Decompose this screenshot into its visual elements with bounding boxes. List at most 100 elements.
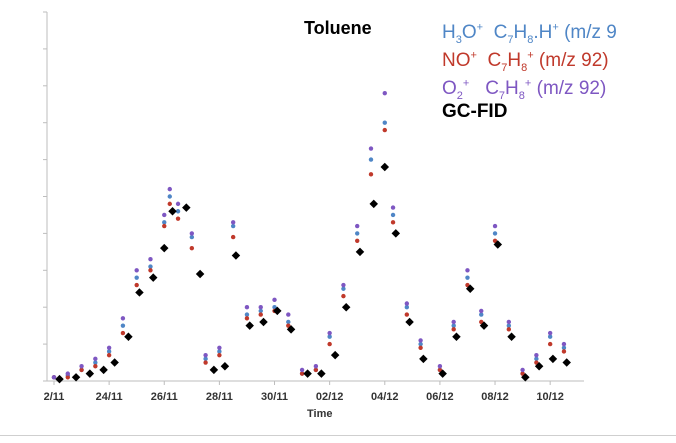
series-3-point-27 [405,317,414,327]
series-3-point-2 [85,369,95,378]
series-1-point-32 [479,319,484,325]
series-2-point-12 [203,352,208,358]
series-1-point-3 [93,364,98,369]
series-3-point-3 [99,365,108,375]
series-3-point-5 [124,332,133,341]
series-1-point-9 [167,201,172,207]
series-2-point-9 [167,186,172,192]
x-tick-label-1: 24/11 [96,391,123,403]
series-0-point-23 [355,231,360,236]
legend-entry-no: NO+ C7H8+ (m/z 92) [442,42,676,74]
series-3-point-10 [182,203,191,212]
series-3-point-29 [438,369,447,378]
x-tick-label-0: 2/11 [44,391,65,403]
series-3-point-13 [220,361,230,371]
series-1-point-35 [520,371,525,376]
series-2-point-33 [492,223,498,229]
legend-entry-h3o: H3O+ C7H8.H+ (m/z 9 [442,14,676,47]
series-0-point-32 [479,312,484,317]
series-0 [51,120,567,380]
series-1 [51,127,567,380]
series-2-point-27 [404,301,410,306]
series-1-point-30 [451,327,456,332]
legend-entry-gcfid: GC-FID [442,98,676,126]
series-2-point-13 [217,345,222,350]
series-3-point-37 [548,354,558,364]
series-0-point-8 [162,220,167,225]
series-0-point-21 [327,334,332,339]
legend-h3o-ion: H3O+ [442,22,484,47]
series-2-point-7 [148,257,153,262]
series-0-point-31 [465,275,470,280]
series-1-point-4 [106,352,112,358]
series-3-point-1 [71,373,81,382]
series-3-point-30 [452,332,461,341]
series-3-point-9 [168,207,177,216]
series-3-point-8 [160,243,169,253]
series-0-point-25 [382,120,387,125]
series-2-point-22 [341,282,346,288]
y-ticks [43,11,47,382]
series-2-point-20 [313,364,319,369]
series-0-point-12 [203,356,208,362]
series-0-point-24 [368,157,374,162]
series-3-point-23 [355,247,365,257]
x-tick-label-3: 28/11 [206,391,233,403]
series-1-point-6 [134,282,139,288]
series-3-point-12 [209,365,219,375]
series-1-point-27 [404,312,410,317]
x-tick-label-5: 02/12 [316,391,344,403]
series-2-point-17 [272,297,277,303]
series-1-point-37 [547,341,553,347]
series-3-point-15 [245,321,254,330]
series-1-point-25 [382,127,387,133]
legend-entry-o2: O2+ C7H8+ (m/z 92) [442,70,676,102]
x-tick-label-6: 04/12 [371,391,399,403]
bottom-divider [0,435,676,436]
series-3 [55,162,571,384]
series-2-point-8 [162,212,167,218]
series-3-point-26 [391,229,401,238]
series-2-point-36 [534,352,539,358]
series-2-point-29 [437,364,443,369]
x-tick-label-2: 26/11 [151,391,178,403]
series-0-point-7 [148,264,153,269]
data-marks [51,90,571,384]
series-3-point-22 [341,302,351,312]
series-3-point-4 [110,358,119,367]
series-1-point-13 [217,352,222,358]
series-0-point-36 [534,356,539,362]
series-1-point-16 [258,312,263,317]
series-1-point-34 [506,327,512,332]
series-1-point-28 [418,345,423,350]
series-0-point-38 [561,345,567,350]
series-3-point-32 [479,321,489,330]
x-tick-label-9: 10/12 [536,391,564,403]
series-1-point-11 [189,245,195,251]
series-0-point-34 [506,323,512,328]
series-1-point-21 [327,341,332,347]
series-0-point-33 [492,231,498,236]
series-2-point-34 [506,319,512,325]
series-1-point-15 [244,316,250,321]
series-2-point-15 [244,305,250,310]
series-1-point-8 [162,223,167,229]
series-0-point-6 [134,275,139,280]
legend: H3O+ C7H8.H+ (m/z 9 NO+ C7H8+ (m/z 92) O… [442,14,676,126]
x-tick-label-4: 30/11 [261,391,288,403]
series-0-point-10 [175,209,181,214]
series-3-point-36 [534,361,544,371]
series-1-point-5 [120,330,126,336]
series-3-point-17 [273,306,282,316]
series-2-point-2 [79,364,84,369]
series-0-point-5 [120,323,126,328]
series-2-point-30 [451,319,456,325]
series-0-point-27 [404,305,410,310]
series-0-point-3 [93,360,98,365]
series-1-point-29 [437,367,443,373]
series-3-point-28 [419,354,428,364]
series-2-point-5 [120,316,126,321]
series-0-point-15 [244,312,250,317]
series-2-point-37 [547,330,553,336]
